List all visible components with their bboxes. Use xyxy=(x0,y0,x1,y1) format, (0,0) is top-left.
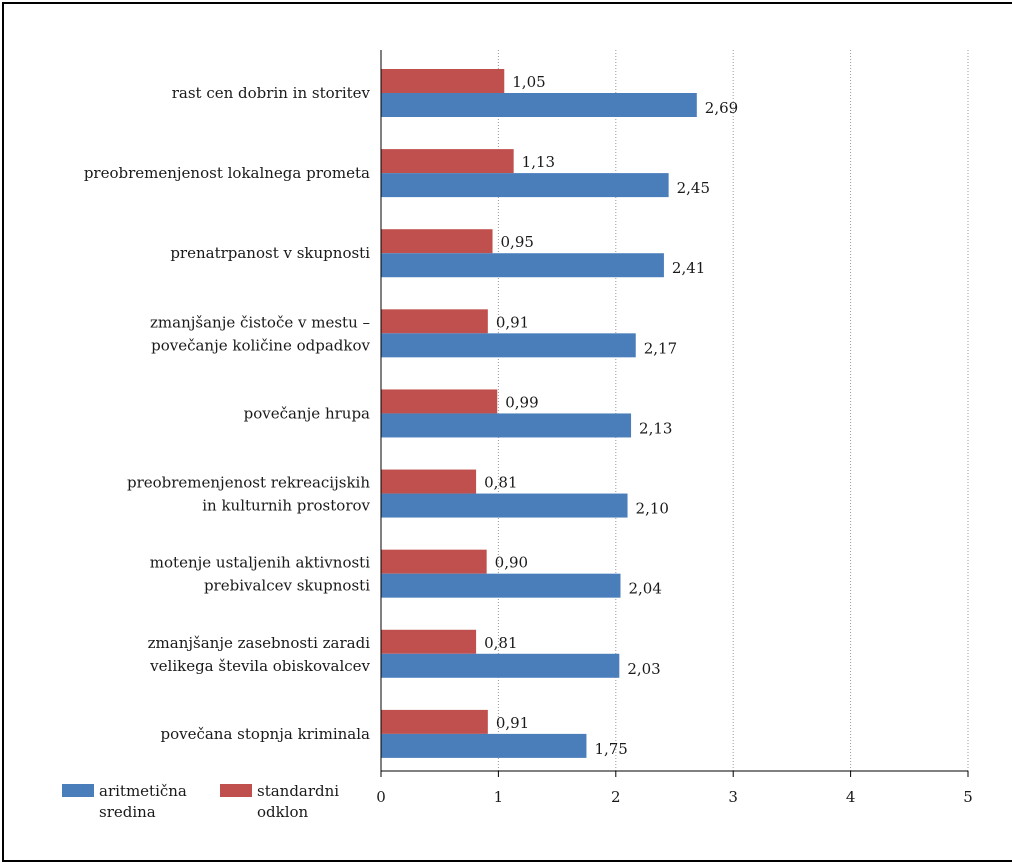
x-tick-label-1: 1 xyxy=(494,788,504,806)
label-mean-1: 2,45 xyxy=(677,179,710,197)
category-label-6-1: prebivalcev skupnosti xyxy=(204,577,370,595)
bar-mean-5 xyxy=(381,493,628,518)
legend-swatch-0 xyxy=(62,784,94,797)
category-label-3-0: zmanjšanje čistoče v mestu – xyxy=(150,313,370,331)
bar-mean-7 xyxy=(381,653,620,678)
bar-sd-3 xyxy=(381,309,488,334)
category-label-7-1: velikega števila obiskovalcev xyxy=(149,657,370,675)
label-sd-8: 0,91 xyxy=(496,714,529,732)
label-mean-4: 2,13 xyxy=(639,419,672,437)
x-tick-label-5: 5 xyxy=(963,788,973,806)
x-tick-label-4: 4 xyxy=(846,788,856,806)
category-label-5-0: preobremenjenost rekreacijskih xyxy=(127,474,370,492)
label-mean-7: 2,03 xyxy=(627,660,660,678)
legend-label-0-1: sredina xyxy=(99,803,156,821)
category-label-3-1: povečanje količine odpadkov xyxy=(151,336,370,354)
label-sd-4: 0,99 xyxy=(505,393,538,411)
category-label-2: prenatrpanost v skupnosti xyxy=(170,244,370,262)
bar-sd-8 xyxy=(381,709,488,734)
legend-label-1-0: standardni xyxy=(257,782,339,800)
label-sd-0: 1,05 xyxy=(512,73,545,91)
bar-sd-0 xyxy=(381,69,505,93)
legend-swatch-1 xyxy=(220,784,252,797)
label-sd-1: 1,13 xyxy=(522,153,555,171)
bar-sd-5 xyxy=(381,469,477,494)
x-tick-label-2: 2 xyxy=(611,788,621,806)
bar-mean-2 xyxy=(381,253,664,278)
label-mean-5: 2,10 xyxy=(636,500,669,518)
x-tick-label-0: 0 xyxy=(376,788,386,806)
label-sd-6: 0,90 xyxy=(495,554,528,572)
category-label-1: preobremenjenost lokalnega prometa xyxy=(84,164,370,182)
bar-sd-1 xyxy=(381,149,514,174)
category-label-8: povečana stopnja kriminala xyxy=(160,725,370,743)
label-mean-3: 2,17 xyxy=(644,339,677,357)
label-sd-5: 0,81 xyxy=(484,474,517,492)
category-label-6-0: motenje ustaljenih aktivnosti xyxy=(150,554,370,572)
category-label-0: rast cen dobrin in storitev xyxy=(172,84,371,102)
label-sd-3: 0,91 xyxy=(496,313,529,331)
bar-mean-3 xyxy=(381,333,636,358)
label-mean-6: 2,04 xyxy=(628,580,661,598)
bar-sd-7 xyxy=(381,629,477,654)
bar-mean-6 xyxy=(381,573,621,598)
label-mean-2: 2,41 xyxy=(672,259,705,277)
bar-sd-2 xyxy=(381,229,493,254)
category-label-5-1: in kulturnih prostorov xyxy=(202,497,370,515)
bar-sd-6 xyxy=(381,549,487,574)
bar-mean-4 xyxy=(381,413,632,438)
label-sd-2: 0,95 xyxy=(501,233,534,251)
legend-label-0-0: aritmetična xyxy=(99,782,187,800)
bar-mean-8 xyxy=(381,733,587,758)
bar-mean-0 xyxy=(381,93,697,117)
bar-sd-4 xyxy=(381,389,498,414)
label-sd-7: 0,81 xyxy=(484,634,517,652)
category-label-7-0: zmanjšanje zasebnosti zaradi xyxy=(148,634,371,652)
legend-label-1-1: odklon xyxy=(257,803,309,821)
label-mean-8: 1,75 xyxy=(594,740,627,758)
bar-mean-1 xyxy=(381,173,669,198)
x-tick-label-3: 3 xyxy=(728,788,738,806)
label-mean-0: 2,69 xyxy=(705,99,738,117)
category-label-4: povečanje hrupa xyxy=(244,404,370,422)
